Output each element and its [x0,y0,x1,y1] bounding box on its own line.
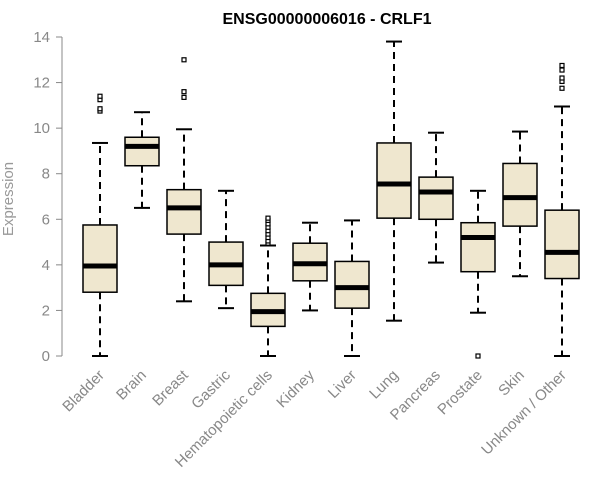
y-tick-label: 0 [42,348,50,365]
iqr-box [460,221,496,273]
y-tick-label: 12 [33,75,50,92]
x-tick-label: Bladder [59,367,108,416]
x-tick-label: Prostate [434,367,486,419]
outlier-point [559,67,565,73]
outlier-point [475,353,481,359]
iqr-box [418,176,454,221]
y-tick-label: 14 [33,29,50,46]
iqr-box [124,136,160,167]
iqr-box [544,209,580,280]
box-group [460,189,496,359]
outlier-point [181,89,187,95]
box-group [376,40,412,322]
iqr-box [166,188,202,235]
box-group [292,221,328,312]
iqr-box [334,260,370,309]
outlier-point [97,106,103,112]
x-tick-label: Kidney [273,366,318,411]
x-tick-label: Skin [495,367,528,400]
x-tick-label: Breast [149,366,192,409]
y-tick-label: 8 [42,166,50,183]
x-tick-label: Liver [325,367,360,402]
box-group [334,219,370,357]
box-group [502,130,538,278]
box-group [544,62,580,357]
box-group [166,57,202,303]
outlier-point [181,94,187,100]
y-tick-label: 2 [42,302,50,319]
y-tick-label: 10 [33,120,50,137]
outlier-point [181,57,187,63]
box-group [82,93,118,357]
y-tick-label: 4 [42,257,50,274]
iqr-box [502,162,538,227]
outlier-point [265,215,271,221]
box-group [124,111,160,209]
outlier-point [559,75,565,81]
iqr-box [376,142,412,219]
box-group [418,131,454,264]
box-group [250,215,286,357]
x-tick-label: Brain [113,367,150,404]
y-axis-ticks: 0 2 4 6 8 10 12 14 [33,29,62,365]
outlier-point [559,85,565,91]
y-axis-title: Expression [0,162,17,236]
outlier-point [97,93,103,99]
chart-title: ENSG00000006016 - CRLF1 [223,11,432,28]
x-tick-label: Lung [366,367,402,403]
box-group [208,189,244,310]
y-tick-label: 6 [42,211,50,228]
iqr-box [82,224,118,293]
outlier-point [559,62,565,69]
box-series [82,40,580,359]
